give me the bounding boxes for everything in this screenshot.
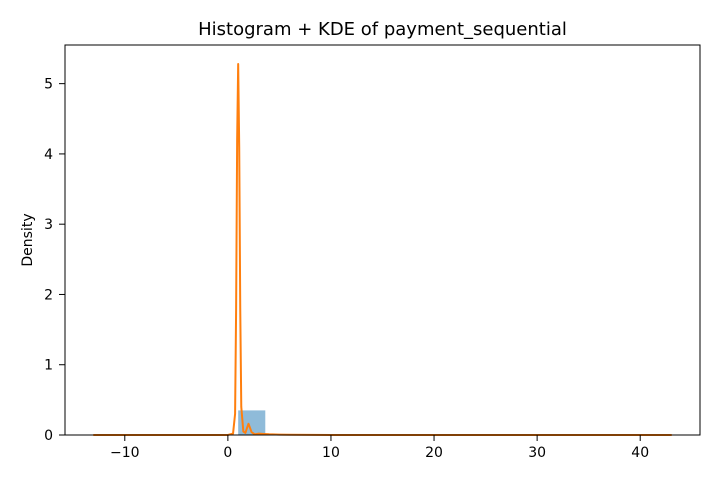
chart-title: Histogram + KDE of payment_sequential	[198, 19, 567, 40]
histogram-bars	[238, 410, 509, 435]
y-tick-label: 3	[44, 217, 53, 233]
x-tick-label: 30	[528, 445, 546, 461]
y-tick-label: 2	[44, 287, 53, 303]
x-tick-label: 0	[223, 445, 232, 461]
x-tick-label: −10	[110, 445, 140, 461]
plot-area: −10 0 10 20 30 40 0 1 2 3 4 5	[44, 45, 700, 461]
y-axis-label: Density	[20, 213, 36, 266]
y-axis-ticks: 0 1 2 3 4 5	[44, 77, 65, 444]
y-tick-label: 0	[44, 428, 53, 444]
x-tick-label: 10	[322, 445, 340, 461]
kde-line	[94, 64, 671, 435]
y-tick-label: 1	[44, 358, 53, 374]
axes-frame	[65, 45, 700, 435]
x-tick-label: 40	[631, 445, 649, 461]
y-tick-label: 4	[44, 147, 53, 163]
x-axis-ticks: −10 0 10 20 30 40	[110, 435, 649, 461]
y-tick-label: 5	[44, 77, 53, 93]
x-tick-label: 20	[425, 445, 443, 461]
